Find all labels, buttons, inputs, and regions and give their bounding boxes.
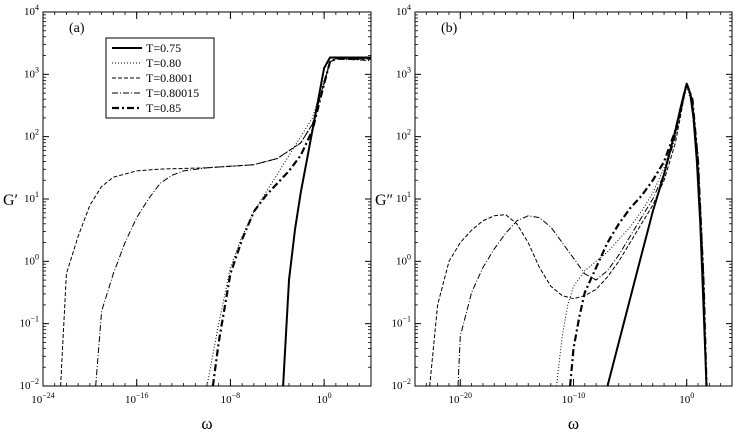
legend-label: T=0.75 [146,41,181,55]
y-tick-exponent: 4 [35,3,39,12]
x-tick-base: 10 [562,394,574,406]
y-tick-label: 101 [24,190,39,205]
legend-label: T=0.8001 [146,71,193,85]
y-tick-label: 10−1 [391,315,411,330]
x-tick-base: 10 [679,394,691,406]
y-tick-exponent: 1 [35,190,39,199]
x-tick-exponent: −20 [460,391,473,400]
series-line-t-0-75 [606,82,708,386]
series-group [429,82,708,386]
series-group [60,56,371,386]
y-tick-label: 10−1 [19,315,39,330]
y-tick-base: 10 [391,380,403,392]
panel-label: (a) [69,21,85,36]
y-tick-base: 10 [396,131,408,143]
y-tick-exponent: −1 [402,315,411,324]
x-tick-base: 10 [449,394,461,406]
y-tick-label: 102 [24,128,39,143]
series-line-t-0-8001 [429,83,707,386]
y-tick-base: 10 [19,380,31,392]
y-tick-label: 102 [396,128,411,143]
y-axis-label: G″ [375,192,393,209]
y-tick-exponent: 0 [35,252,39,261]
y-tick-label: 103 [24,65,39,80]
series-line-t-0-75 [282,56,371,386]
x-tick-label: 10−8 [221,391,241,406]
y-tick-label: 103 [396,65,411,80]
x-tick-exponent: 0 [690,391,694,400]
y-axis-label: G′ [3,192,18,209]
y-tick-label: 10−2 [391,377,411,392]
x-tick-base: 10 [221,394,233,406]
x-tick-base: 10 [317,394,329,406]
y-tick-exponent: 4 [407,3,411,12]
x-tick-label: 10−10 [562,391,586,406]
x-tick-label: 10−24 [31,391,55,406]
y-tick-base: 10 [24,6,36,18]
y-tick-base: 10 [24,255,36,267]
x-tick-label: 100 [679,391,694,406]
panel-label: (b) [441,21,458,36]
y-tick-exponent: 3 [407,65,411,74]
x-tick-label: 10−20 [449,391,473,406]
x-tick-exponent: −10 [573,391,586,400]
y-tick-exponent: −1 [30,315,39,324]
y-tick-exponent: −2 [402,377,411,386]
y-tick-label: 101 [396,190,411,205]
series-line-t-0-85 [569,82,708,386]
y-tick-label: 10−2 [19,377,39,392]
y-tick-label: 100 [24,252,39,267]
y-tick-exponent: −2 [30,377,39,386]
y-tick-base: 10 [396,6,408,18]
y-tick-base: 10 [391,318,403,330]
y-tick-base: 10 [396,193,408,205]
x-axis-label: ω [201,414,212,433]
series-line-t-0-80 [206,58,371,386]
y-tick-label: 104 [396,3,411,18]
y-tick-label: 104 [24,3,39,18]
y-tick-base: 10 [19,318,31,330]
y-tick-label: 100 [396,252,411,267]
x-tick-label: 10−16 [125,391,149,406]
y-tick-exponent: 3 [35,65,39,74]
y-tick-base: 10 [396,68,408,80]
x-tick-base: 10 [125,394,137,406]
y-tick-exponent: 0 [407,252,411,261]
legend-label: T=0.85 [146,101,181,115]
legend-label: T=0.80015 [146,86,199,100]
series-line-t-0-85 [211,57,371,386]
x-tick-exponent: −24 [42,391,55,400]
y-tick-exponent: 1 [407,190,411,199]
y-tick-base: 10 [24,131,36,143]
y-tick-exponent: 2 [35,128,39,137]
legend-label: T=0.80 [146,56,181,70]
y-tick-exponent: 2 [407,128,411,137]
x-tick-exponent: 0 [328,391,332,400]
y-tick-base: 10 [396,255,408,267]
x-axis-label: ω [568,414,579,433]
series-line-t-0-80 [556,86,707,386]
y-tick-base: 10 [24,193,36,205]
y-tick-base: 10 [24,68,36,80]
x-tick-exponent: −8 [232,391,241,400]
series-line-t-0-80015 [457,83,707,386]
plot-frame [414,11,733,387]
x-tick-label: 100 [317,391,332,406]
x-tick-base: 10 [31,394,43,406]
x-tick-exponent: −16 [136,391,149,400]
